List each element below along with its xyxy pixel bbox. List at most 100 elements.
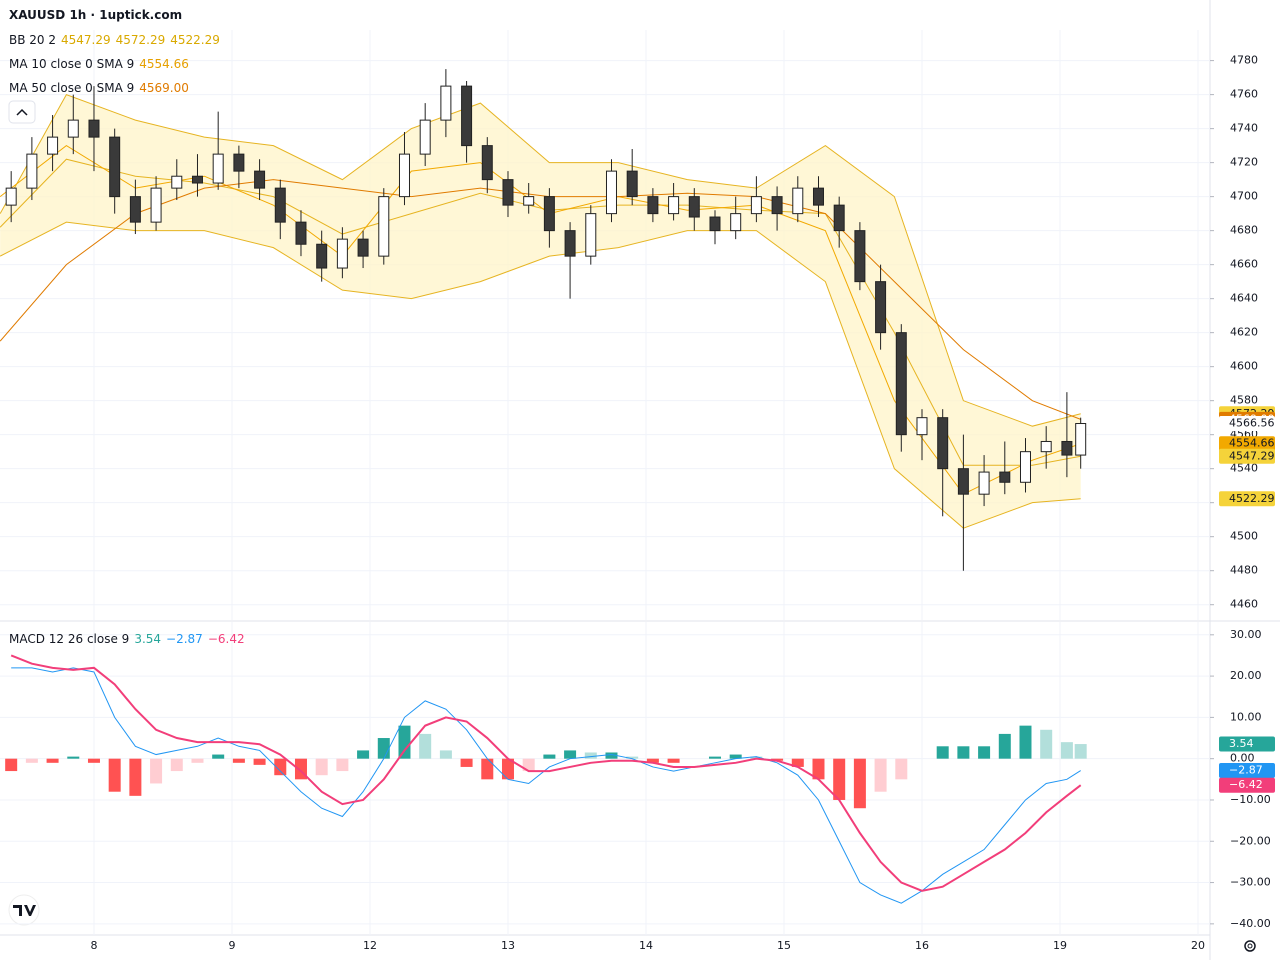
candle-body <box>895 332 907 436</box>
legend-value: 3.54 <box>134 632 162 646</box>
price-tag <box>1219 777 1275 793</box>
histogram-bar <box>377 738 390 759</box>
legend-value: −6.42 <box>207 632 245 646</box>
y-tick-label: 4480 <box>1230 564 1258 577</box>
candle-body <box>937 417 949 470</box>
y-tick-label: 4660 <box>1230 258 1258 271</box>
bb-upper <box>0 93 1081 427</box>
histogram-bar <box>336 758 349 772</box>
histogram-bar <box>253 758 266 765</box>
candle-body <box>543 196 555 232</box>
histogram-bar <box>46 758 59 763</box>
candle-body <box>150 187 162 223</box>
candle-body <box>1075 423 1087 456</box>
candle-body <box>212 153 224 184</box>
histogram-bar <box>1060 742 1073 759</box>
candle-body <box>978 471 990 495</box>
legend-value: 4572.29 <box>115 33 166 47</box>
histogram-bar <box>232 758 245 763</box>
y-tick-label: 4680 <box>1230 224 1258 237</box>
x-tick-label: 8 <box>90 939 97 952</box>
histogram-bar <box>874 758 887 792</box>
histogram-bar <box>833 758 846 800</box>
x-tick-label: 13 <box>501 939 515 952</box>
candle-body <box>26 153 38 189</box>
candle-body <box>957 468 969 495</box>
collapse-button[interactable] <box>8 100 36 124</box>
candle-body <box>129 196 141 223</box>
candle-body <box>461 85 473 147</box>
legend-name: MA 50 close 0 SMA 9 <box>9 81 135 95</box>
candle-body <box>88 119 100 138</box>
histogram-bar <box>957 746 970 759</box>
candle-body <box>254 170 266 189</box>
histogram-bar <box>170 758 183 772</box>
legend-name: BB 20 2 <box>9 33 56 47</box>
histogram-bar <box>626 756 639 759</box>
legend-row: MA 10 close 0 SMA 9 4554.66 <box>9 57 194 71</box>
candle-body <box>316 243 328 269</box>
tv-logo[interactable] <box>8 894 40 926</box>
y-tick-label: 4600 <box>1230 360 1258 373</box>
legend-value: 4569.00 <box>139 81 189 95</box>
candle-body <box>792 187 804 215</box>
price-tag <box>1219 736 1275 752</box>
y-tick-label: 4460 <box>1230 598 1258 611</box>
x-tick-label: 9 <box>228 939 235 952</box>
histogram-bar <box>584 752 597 759</box>
histogram-bar <box>150 758 163 784</box>
histogram-bar <box>936 746 949 759</box>
candle-body <box>647 196 659 215</box>
y-tick-label: 4740 <box>1230 122 1258 135</box>
y-tick-label: 20.00 <box>1230 669 1262 682</box>
price-tag-label: −2.87 <box>1229 764 1263 777</box>
price-tag-label: −6.42 <box>1229 778 1263 791</box>
candle-body <box>999 471 1011 483</box>
candle-body <box>854 230 866 283</box>
legend-value: 4547.29 <box>61 33 111 47</box>
candle-body <box>419 119 431 155</box>
candle-body <box>5 187 17 206</box>
histogram-bar <box>108 758 121 792</box>
candle-body <box>709 216 721 232</box>
candle-body <box>440 85 452 121</box>
candle-body <box>523 196 535 206</box>
settings-icon[interactable] <box>1244 940 1256 952</box>
bb-fill <box>0 94 1081 529</box>
x-tick-label: 20 <box>1191 939 1205 952</box>
histogram-bar <box>667 758 680 763</box>
grid <box>0 30 1210 935</box>
legend-row: BB 20 2 4547.29 4572.29 4522.29 <box>9 33 225 47</box>
histogram-bar <box>191 758 204 763</box>
y-tick-label: 4780 <box>1230 54 1258 67</box>
price-tag-label: 4522.29 <box>1229 492 1275 505</box>
legend-row: MACD 12 26 close 9 3.54 −2.87 −6.42 <box>9 632 250 646</box>
y-tick-label: −20.00 <box>1230 834 1271 847</box>
histogram-bar <box>481 758 494 780</box>
candle-body <box>295 221 307 245</box>
legend-name: MACD 12 26 close 9 <box>9 632 130 646</box>
price-tag-label: 4547.29 <box>1229 449 1275 462</box>
price-tag-label: 4566.56 <box>1229 417 1275 430</box>
candle-body <box>502 179 514 206</box>
histogram-bar <box>212 754 225 759</box>
candle-body <box>833 204 845 232</box>
candle-body <box>771 196 783 215</box>
histogram-bar <box>1019 725 1032 759</box>
y-tick-label: 30.00 <box>1230 628 1262 641</box>
signal-line <box>10 654 1082 892</box>
y-tick-label: −10.00 <box>1230 793 1271 806</box>
candle-body <box>1019 451 1031 483</box>
histogram-bar <box>564 750 577 759</box>
price-tag-label: 4554.66 <box>1229 437 1275 450</box>
histogram-bar <box>274 758 287 776</box>
candle-body <box>668 196 680 215</box>
candle-body <box>812 187 824 206</box>
histogram-bar <box>853 758 866 809</box>
y-tick-label: 0.00 <box>1230 752 1255 765</box>
candle-body <box>481 145 493 181</box>
y-tick-label: 10.00 <box>1230 710 1262 723</box>
histogram-bar <box>460 758 473 767</box>
histogram-bar <box>129 758 142 796</box>
histogram-bar <box>646 758 659 763</box>
